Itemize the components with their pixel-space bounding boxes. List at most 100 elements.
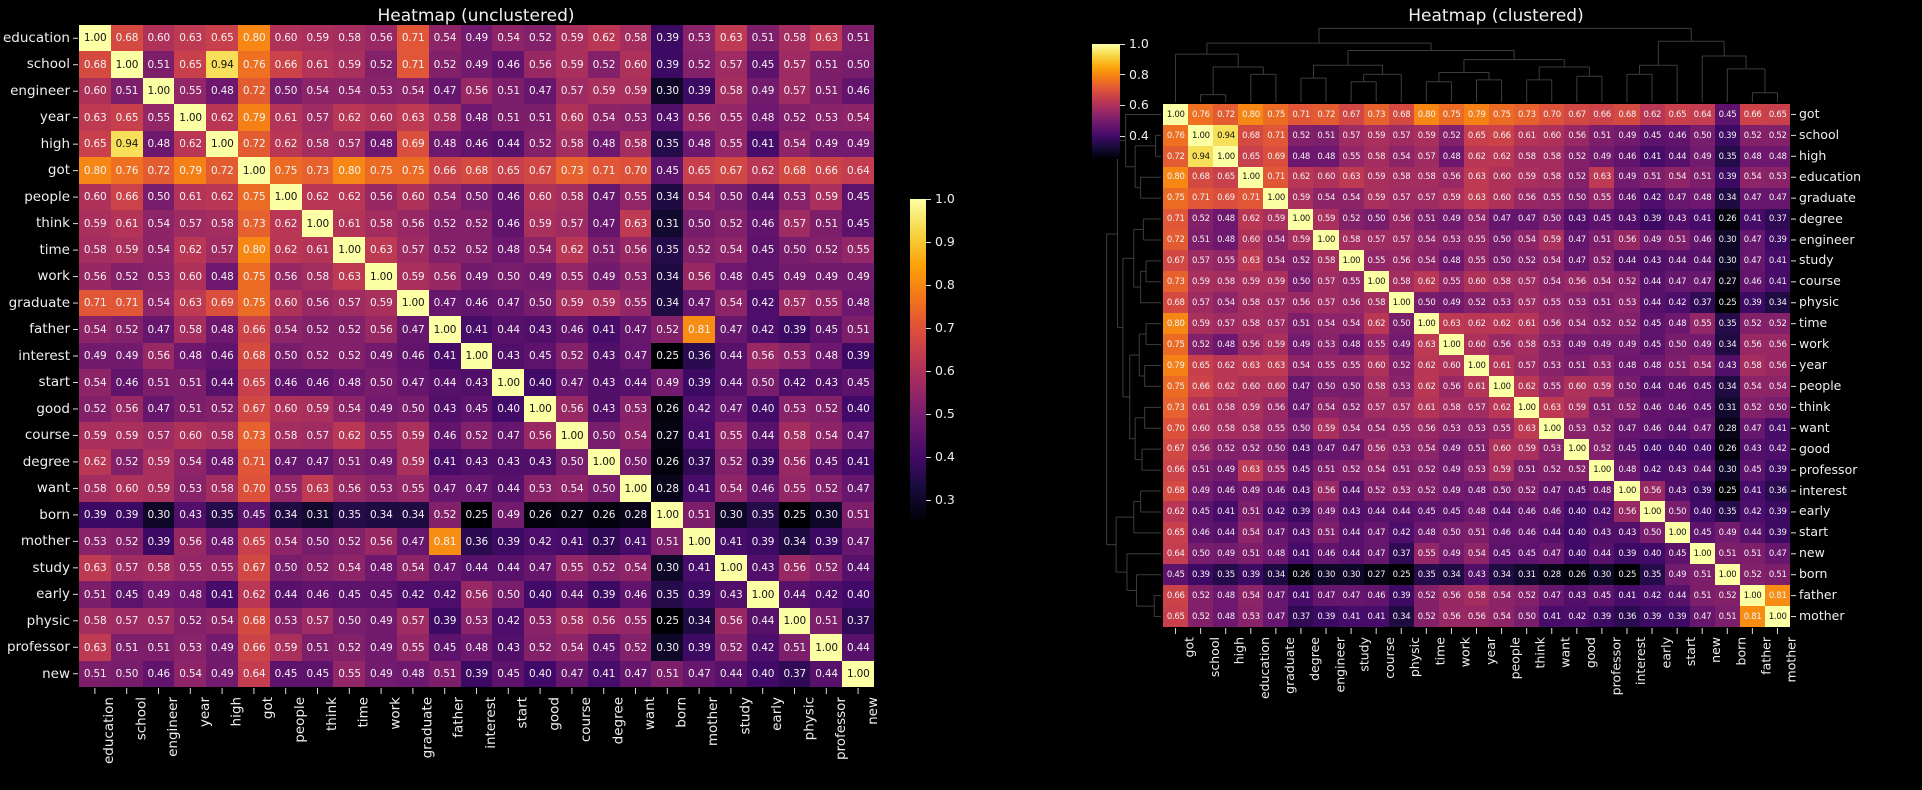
heatmap-cell: 0.56	[1764, 355, 1791, 377]
heatmap-cell: 0.50	[619, 448, 652, 476]
heatmap-cell: 0.59	[1564, 396, 1590, 419]
heatmap-cell: 0.64	[842, 157, 875, 185]
heatmap-cell: 0.60	[269, 289, 303, 317]
heatmap-cell: 1.00	[1388, 292, 1415, 314]
heatmap-cell: 0.28	[651, 475, 684, 503]
heatmap-cell: 0.53	[1388, 375, 1415, 398]
heatmap-cell: 0.58	[1413, 166, 1440, 189]
heatmap-cell: 0.47	[1363, 543, 1390, 565]
heatmap-cell: 0.52	[1238, 438, 1264, 461]
heatmap-cell: 0.46	[492, 183, 525, 211]
row-label: physic	[26, 612, 70, 629]
heatmap-cell: 0.56	[1463, 606, 1490, 628]
heatmap-cell: 0.35	[1413, 564, 1440, 586]
heatmap-cell: 0.56	[1188, 438, 1214, 461]
colorbar-tick	[1120, 104, 1125, 106]
heatmap-cell: 0.52	[1338, 208, 1365, 230]
heatmap-cell: 0.65	[206, 25, 239, 52]
colorbar-tick	[926, 284, 931, 286]
heatmap-cell: 0.54	[1564, 313, 1590, 335]
heatmap-cell: 0.59	[269, 634, 303, 661]
heatmap-cell: 0.47	[1664, 271, 1691, 293]
heatmap-cell: 0.47	[524, 77, 557, 105]
heatmap-cell: 0.62	[1463, 145, 1490, 168]
heatmap-cell: 0.42	[746, 289, 780, 317]
heatmap-cell: 0.53	[1614, 292, 1641, 314]
heatmap-cell: 0.73	[238, 210, 271, 238]
col-label: good	[546, 697, 563, 731]
heatmap-cell: 0.58	[619, 130, 652, 158]
heatmap-cell: 0.62	[1163, 501, 1189, 523]
heatmap-cell: 0.50	[397, 395, 430, 423]
row-label: graduate	[1799, 189, 1856, 205]
heatmap-cell: 0.51	[1589, 229, 1615, 251]
heatmap-cell: 0.41	[1363, 606, 1390, 628]
heatmap-cell: 0.55	[1689, 313, 1716, 335]
heatmap-cell: 0.60	[142, 25, 175, 52]
heatmap-cell: 0.48	[397, 660, 430, 688]
heatmap-cell: 0.59	[1188, 271, 1214, 293]
heatmap-cell: 0.65	[683, 157, 716, 185]
heatmap-cell: 0.67	[1338, 104, 1365, 126]
heatmap-cell: 0.69	[206, 289, 239, 317]
heatmap-cell: 1.00	[1363, 271, 1390, 293]
heatmap-cell: 0.52	[174, 607, 207, 635]
heatmap-cell: 0.40	[746, 395, 780, 423]
heatmap-cell: 0.62	[333, 183, 366, 211]
heatmap-cell: 0.68	[238, 607, 271, 635]
heatmap-cell: 0.46	[1664, 375, 1691, 398]
heatmap-cell: 0.63	[1589, 166, 1615, 189]
heatmap-cell: 0.44	[269, 581, 303, 609]
col-label: got	[1181, 637, 1197, 658]
heatmap-cell: 0.52	[1338, 396, 1365, 419]
heatmap-cell: 0.61	[301, 236, 334, 264]
heatmap-cell: 0.45	[1714, 104, 1741, 126]
heatmap-cell: 0.43	[1614, 208, 1641, 230]
heatmap-cell: 0.65	[110, 104, 144, 132]
heatmap-cell: 0.52	[1589, 313, 1615, 335]
heatmap-cell: 0.41	[683, 554, 716, 582]
heatmap-cell: 0.27	[651, 422, 684, 450]
heatmap-cell: 0.45	[1664, 543, 1691, 565]
heatmap-cell: 0.39	[1639, 606, 1666, 628]
heatmap-cell: 0.67	[1163, 438, 1189, 461]
heatmap-cell: 0.46	[1639, 396, 1666, 419]
heatmap-cell: 0.47	[1564, 229, 1590, 251]
heatmap-cell: 0.39	[1764, 522, 1791, 544]
heatmap-cell: 0.57	[1313, 292, 1340, 314]
heatmap-cell: 0.54	[1388, 145, 1415, 168]
heatmap-cell: 0.57	[397, 236, 430, 264]
row-label: got	[47, 162, 70, 179]
heatmap-cell: 0.34	[1714, 334, 1741, 356]
heatmap-cell: 0.55	[1413, 543, 1440, 565]
heatmap-cell: 1.00	[301, 210, 334, 238]
heatmap-cell: 0.57	[1188, 292, 1214, 314]
heatmap-cell: 0.58	[1238, 417, 1264, 440]
heatmap-cell: 0.46	[619, 581, 652, 609]
heatmap-cell: 0.27	[556, 501, 589, 529]
heatmap-cell: 0.50	[524, 289, 557, 317]
heatmap-cell: 0.43	[1664, 208, 1691, 230]
heatmap-cell: 0.56	[1489, 334, 1515, 356]
heatmap-cell: 1.00	[1163, 104, 1189, 126]
heatmap-cell: 0.62	[1288, 166, 1314, 189]
heatmap-cell: 0.72	[1313, 104, 1340, 126]
heatmap-cell: 0.62	[587, 25, 621, 52]
col-label: born	[1733, 637, 1749, 666]
heatmap-cell: 0.48	[142, 130, 175, 158]
heatmap-cell: 0.53	[1564, 417, 1590, 440]
heatmap-cell: 0.48	[1589, 480, 1615, 502]
heatmap-cell: 0.50	[556, 448, 589, 476]
heatmap-cell: 1.00	[1539, 417, 1565, 440]
heatmap-cell: 0.48	[1764, 145, 1791, 168]
heatmap-cell: 0.56	[397, 210, 430, 238]
row-label: start	[38, 374, 70, 391]
heatmap-cell: 0.54	[1413, 250, 1440, 272]
heatmap-cell: 0.55	[715, 130, 748, 158]
heatmap-cell: 0.53	[460, 607, 493, 635]
heatmap-cell: 0.52	[1739, 124, 1766, 147]
heatmap-cell: 0.62	[1514, 375, 1540, 398]
heatmap-cell: 0.52	[301, 342, 334, 370]
heatmap-cell: 0.56	[1564, 124, 1590, 147]
heatmap-cell: 0.49	[1438, 208, 1465, 230]
